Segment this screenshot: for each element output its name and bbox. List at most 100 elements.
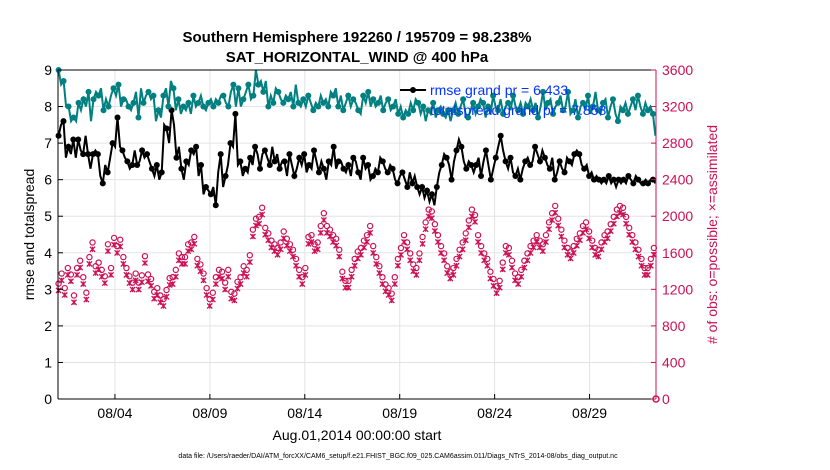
series-point-totalspread: [525, 103, 532, 110]
series-point-rmse: [153, 162, 160, 169]
obs-possible-marker: [302, 264, 309, 272]
obs-assimilated-marker: [508, 264, 516, 271]
series-point-rmse: [424, 187, 431, 194]
obs-assimilated-marker: [490, 282, 497, 289]
obs-assimilated-marker: [582, 226, 590, 233]
obs-assimilated-marker: [367, 229, 374, 236]
series-point-totalspread: [295, 99, 302, 106]
series-point-rmse: [104, 169, 111, 176]
series-point-totalspread: [540, 88, 547, 95]
obs-possible-marker: [561, 237, 568, 244]
footer-data-file: data file: /Users/raeder/DAI/ATM_forcXX/…: [178, 453, 618, 460]
obs-assimilated-marker: [209, 296, 216, 303]
series-point-rmse: [561, 169, 568, 176]
obs-assimilated-marker: [444, 269, 451, 277]
series-point-totalspread: [180, 103, 187, 110]
obs-assimilated-marker: [527, 249, 534, 257]
series-point-totalspread: [594, 107, 601, 114]
series-point-totalspread: [220, 92, 227, 99]
obs-assimilated-marker: [413, 271, 420, 278]
obs-possible-marker: [397, 244, 405, 252]
obs-possible-marker: [132, 270, 139, 277]
obs-assimilated-marker: [200, 277, 207, 284]
series-point-totalspread: [155, 107, 162, 114]
series-point-rmse: [330, 143, 337, 150]
obs-possible-marker: [555, 215, 562, 222]
series-point-totalspread: [604, 114, 611, 121]
series-point-totalspread: [60, 77, 67, 84]
obs-assimilated-marker: [379, 280, 386, 288]
obs-assimilated-marker: [135, 286, 142, 293]
series-point-totalspread: [520, 110, 527, 117]
series-point-totalspread: [435, 107, 442, 114]
obs-assimilated-marker: [55, 287, 62, 294]
obs-possible-marker: [246, 252, 254, 259]
series-point-rmse: [512, 173, 519, 180]
series-point-totalspread: [619, 107, 626, 114]
obs-possible-marker: [209, 289, 216, 296]
obs-assimilated-marker: [524, 257, 531, 264]
series-point-rmse: [374, 169, 381, 176]
obs-assimilated-marker: [555, 222, 562, 229]
series-point-totalspread: [639, 110, 646, 117]
obs-possible-marker: [120, 253, 127, 261]
series-point-rmse: [610, 176, 617, 183]
series-point-rmse: [75, 136, 82, 143]
obs-assimilated-marker: [629, 238, 636, 246]
obs-assimilated-marker: [206, 302, 213, 310]
obs-assimilated-marker: [203, 291, 210, 299]
obs-possible-marker: [258, 204, 266, 211]
obs-assimilated-marker: [70, 299, 78, 306]
obs-assimilated-marker: [243, 273, 250, 280]
chart-title-line-2: SAT_HORIZONTAL_WIND @ 400 hPa: [226, 49, 489, 66]
obs-assimilated-marker: [533, 238, 540, 246]
obs-assimilated-marker: [385, 291, 392, 299]
obs-assimilated-marker: [246, 259, 253, 266]
series-point-totalspread: [385, 96, 392, 103]
obs-possible-marker: [218, 268, 226, 275]
series-point-totalspread: [580, 99, 587, 106]
obs-assimilated-marker: [256, 220, 263, 227]
series-point-rmse: [158, 169, 165, 176]
series-point-rmse: [281, 158, 288, 165]
series-point-totalspread: [390, 103, 397, 110]
obs-assimilated-marker: [478, 249, 485, 257]
series-point-totalspread: [325, 103, 332, 110]
obs-assimilated-marker: [129, 286, 136, 293]
series-point-rmse: [335, 158, 342, 165]
obs-assimilated-marker: [181, 260, 189, 267]
obs-possible-marker: [70, 292, 78, 299]
series-point-rmse: [625, 173, 632, 180]
series-point-rmse: [532, 143, 539, 150]
obs-possible-marker: [123, 264, 130, 272]
obs-assimilated-marker: [644, 271, 651, 278]
obs-assimilated-marker: [286, 248, 293, 255]
obs-possible-marker: [336, 246, 343, 253]
series-point-totalspread: [370, 96, 377, 103]
obs-assimilated-marker: [148, 282, 155, 289]
obs-assimilated-marker: [586, 235, 593, 242]
obs-assimilated-marker: [407, 257, 414, 264]
series-point-rmse: [556, 158, 563, 165]
obs-assimilated-marker: [376, 269, 383, 277]
series-point-totalspread: [115, 81, 122, 88]
series-point-rmse: [482, 147, 489, 154]
series-point-rmse: [640, 180, 647, 187]
obs-possible-marker: [76, 257, 84, 264]
obs-assimilated-marker: [400, 238, 408, 246]
obs-possible-marker: [231, 290, 238, 297]
x-tick-label: 08/24: [477, 405, 512, 421]
x-tick-label: 08/09: [192, 405, 227, 421]
series-point-rmse: [198, 162, 205, 169]
x-tick-label: 08/19: [382, 405, 417, 421]
obs-assimilated-marker: [265, 237, 272, 244]
y-tick-label-right: 3600: [662, 62, 693, 78]
obs-possible-marker: [237, 273, 244, 281]
obs-assimilated-marker: [515, 280, 522, 288]
obs-possible-marker: [308, 231, 315, 239]
series-point-rmse: [178, 165, 185, 172]
series-point-totalspread: [555, 99, 562, 106]
obs-assimilated-marker: [138, 279, 145, 286]
obs-assimilated-marker: [141, 259, 148, 267]
obs-possible-marker: [369, 242, 377, 250]
